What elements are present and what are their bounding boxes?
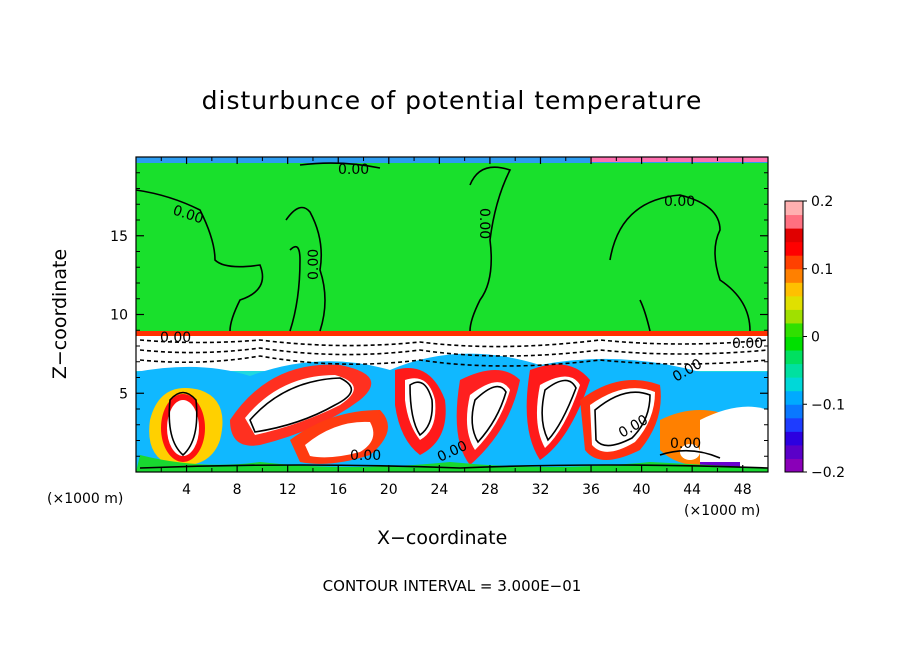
colorbar-segment — [785, 458, 803, 473]
contour-label: 0.00 — [306, 249, 322, 280]
x-tick-label: 8 — [233, 482, 242, 498]
x-tick-label: 44 — [683, 482, 701, 498]
contour-label: 0.00 — [160, 330, 191, 346]
x-tick-label: 28 — [481, 482, 499, 498]
colorbar-tick-label: 0 — [811, 330, 820, 346]
x-tick-label: 24 — [430, 482, 448, 498]
colorbar-segment — [785, 255, 803, 270]
colorbar-segment — [785, 322, 803, 337]
colorbar-segment — [785, 309, 803, 324]
colorbar-segment — [785, 241, 803, 256]
y-axis-label: Z−coordinate — [49, 248, 71, 380]
x-axis: 4 8 12 16 20 24 28 32 36 40 44 48 — [160, 157, 752, 498]
x-tick-label: 40 — [633, 482, 651, 498]
colorbar-segment — [785, 282, 803, 297]
colorbar-segment — [785, 444, 803, 459]
heatmap-field — [136, 157, 768, 472]
contour-label: 0.00 — [664, 194, 695, 210]
x-tick-label: 32 — [532, 482, 550, 498]
contour-label: 0.00 — [338, 162, 369, 178]
colorbar-segment — [785, 295, 803, 310]
colorbar-segment — [785, 268, 803, 283]
contour-label: 0.00 — [732, 336, 763, 352]
colorbar-segment — [785, 417, 803, 432]
colorbar-segment — [785, 214, 803, 229]
colorbar-segment — [785, 404, 803, 419]
contour-interval-note: CONTOUR INTERVAL = 3.000E−01 — [322, 577, 582, 595]
colorbar-segment — [785, 431, 803, 446]
x-unit-right: (×1000 m) — [684, 503, 761, 519]
contour-label: 0.00 — [670, 436, 701, 452]
upper-field — [136, 157, 768, 331]
x-axis-label: X−coordinate — [377, 527, 508, 549]
x-tick-label: 16 — [329, 482, 347, 498]
x-tick-label: 12 — [279, 482, 297, 498]
colorbar-segment — [785, 336, 803, 351]
contour-label: 0.00 — [350, 448, 381, 464]
y-tick-label: 5 — [119, 386, 128, 402]
x-tick-label: 4 — [182, 482, 191, 498]
colorbar-tick-label: −0.1 — [811, 397, 845, 413]
y-axis: 5 10 15 — [110, 172, 768, 457]
x-tick-label: 20 — [380, 482, 398, 498]
x-unit-left: (×1000 m) — [47, 491, 124, 507]
y-tick-label: 15 — [110, 229, 128, 245]
chart-title: disturbunce of potential temperature — [201, 86, 703, 115]
colorbar-segment — [785, 201, 803, 216]
contour-lines — [136, 162, 768, 469]
colorbar-segment — [785, 377, 803, 392]
colorbar-segment — [785, 363, 803, 378]
colorbar: 0.2 0.1 0 −0.1 −0.2 — [784, 194, 845, 481]
colorbar-segment — [785, 350, 803, 365]
colorbar-tick-label: −0.2 — [811, 465, 845, 481]
x-tick-label: 48 — [734, 482, 752, 498]
y-tick-label: 10 — [110, 308, 128, 324]
colorbar-segment — [785, 390, 803, 405]
colorbar-segment — [785, 228, 803, 243]
colorbar-tick-label: 0.1 — [811, 262, 833, 278]
contour-label: 0.00 — [476, 208, 492, 239]
colorbar-tick-label: 0.2 — [811, 194, 833, 210]
x-tick-label: 36 — [582, 482, 600, 498]
turbulence-layer — [136, 331, 768, 472]
